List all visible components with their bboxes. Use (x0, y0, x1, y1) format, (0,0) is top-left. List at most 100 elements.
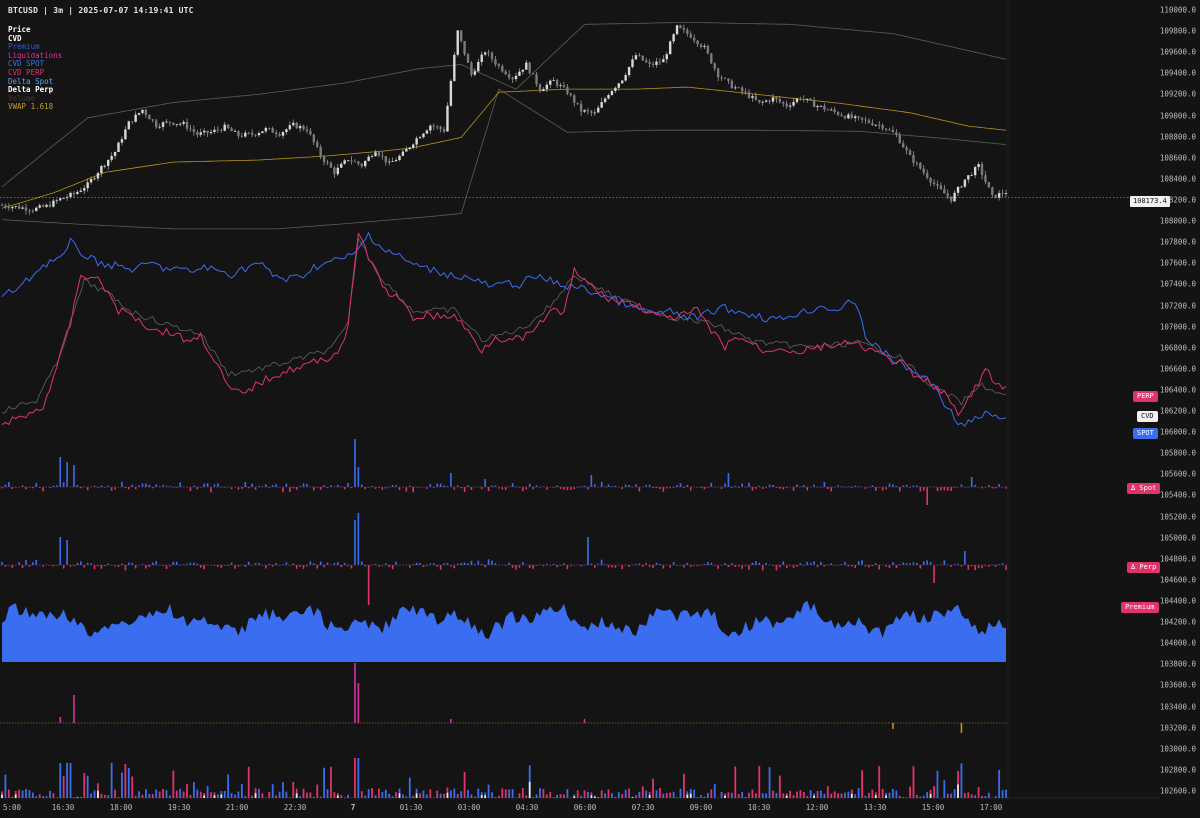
volume-bar (994, 796, 997, 798)
delta-spot-bar (604, 486, 606, 488)
delta-perp-bar (117, 565, 120, 567)
y-tick-label: 107800.0 (1159, 237, 1196, 247)
volume-bar (333, 792, 336, 798)
legend-item[interactable]: Price (8, 25, 31, 34)
price-candle (871, 122, 874, 126)
delta-spot-bar (124, 487, 127, 489)
price-axis[interactable]: 110000.0 109800.0 109600.0 109400.0 109200.0… (1160, 0, 1200, 800)
delta-perp-bar (474, 563, 476, 565)
legend-item[interactable]: Premium (8, 42, 40, 52)
volume-bar (422, 790, 425, 798)
volume-bar (888, 792, 891, 798)
delta-perp-bar (737, 565, 740, 567)
delta-spot-bar (563, 487, 565, 490)
time-axis[interactable]: 5:00 16:30 18:00 19:30 21:00 22:30 7 01:30 03:00… (0, 798, 1160, 818)
price-candle (216, 129, 220, 131)
x-tick-label: 21:00 (225, 803, 249, 812)
delta-perp-bar (124, 565, 127, 571)
delta-perp-bar (775, 565, 778, 571)
price-candle (35, 207, 38, 211)
volume-bar (336, 793, 339, 798)
price-candle (603, 98, 607, 103)
volume-bar (826, 786, 829, 798)
price-candle (679, 25, 682, 28)
price-candle (764, 100, 768, 102)
price-candle (939, 185, 943, 190)
delta-perp-bar (426, 565, 428, 567)
volume-bar (292, 781, 295, 798)
delta-perp-bar (59, 537, 62, 565)
legend-item[interactable]: Liquidations (8, 50, 63, 60)
price-candle (257, 133, 261, 136)
volume-bar (953, 789, 956, 798)
x-tick-label: 03:00 (457, 803, 481, 812)
delta-perp-bar (970, 565, 973, 567)
delta-spot-bar (203, 483, 205, 487)
delta-spot-bar (792, 487, 795, 491)
price-candle (271, 128, 274, 133)
legend-item[interactable]: CVD (8, 33, 22, 43)
price-candle (309, 130, 312, 135)
delta-spot-bar (484, 479, 486, 487)
price-candle (456, 30, 459, 55)
legend-item[interactable]: Delta Perp (8, 85, 54, 95)
price-candle (120, 139, 124, 143)
timeframe-label[interactable]: 3m (53, 6, 64, 15)
y-tick-label: 109000.0 (1159, 111, 1196, 121)
price-candle (93, 178, 96, 180)
delta-perp-bar (779, 565, 781, 568)
price-candle (614, 87, 617, 91)
volume-bar (456, 794, 459, 798)
delta-perp-bar (974, 565, 976, 571)
delta-perp-bar (905, 563, 908, 565)
delta-spot-bar (103, 486, 106, 488)
volume-bar-overlay (295, 793, 298, 798)
legend-item[interactable]: CVD SPOT (8, 59, 45, 69)
delta-perp-bar (861, 560, 863, 565)
price-candle (292, 122, 295, 126)
volume-bar (487, 784, 490, 798)
volume-bar (244, 795, 247, 798)
legend-item[interactable]: Delta Spot (8, 76, 54, 86)
delta-spot-bar (953, 487, 956, 488)
legend-item[interactable]: CVD PERP (8, 67, 45, 77)
volume-bar (628, 788, 630, 798)
price-candle (79, 190, 83, 192)
delta-perp-bar (244, 565, 247, 567)
volume-bar (473, 796, 476, 798)
delta-perp-bar (357, 513, 360, 565)
price-candle (312, 134, 316, 143)
legend-item[interactable]: Volume (8, 93, 36, 103)
delta-perp-bar (652, 565, 654, 569)
delta-spot-bar (247, 487, 250, 489)
volume-bar (234, 794, 236, 798)
volume-bar (768, 767, 771, 798)
delta-perp-bar (1, 561, 3, 565)
price-candle (329, 162, 333, 168)
price-candle (453, 54, 456, 81)
volume-bar (638, 791, 641, 798)
delta-perp-bar (412, 564, 414, 565)
delta-spot-bar (614, 485, 617, 487)
y-tick-label: 102600.0 (1159, 786, 1196, 796)
delta-perp-bar (165, 565, 168, 570)
price-candle (809, 98, 812, 101)
volume-bar (408, 777, 411, 798)
price-candle (785, 103, 788, 107)
delta-perp-bar (823, 565, 826, 567)
delta-perp-bar (902, 562, 905, 565)
price-candle (435, 126, 439, 128)
delta-spot-bar (384, 487, 387, 489)
delta-perp-bar (672, 562, 675, 565)
y-tick-label: 109200.0 (1159, 89, 1196, 99)
symbol-label[interactable]: BTCUSD (8, 6, 39, 15)
price-candle (943, 189, 946, 194)
price-candle (514, 75, 518, 80)
delta-perp-bar (741, 565, 743, 569)
price-candle (172, 122, 175, 125)
price-candle (377, 152, 381, 156)
price-candle (196, 131, 199, 135)
delta-spot-bar (741, 483, 743, 487)
legend-item[interactable]: VWAP 1.618 (8, 102, 54, 112)
